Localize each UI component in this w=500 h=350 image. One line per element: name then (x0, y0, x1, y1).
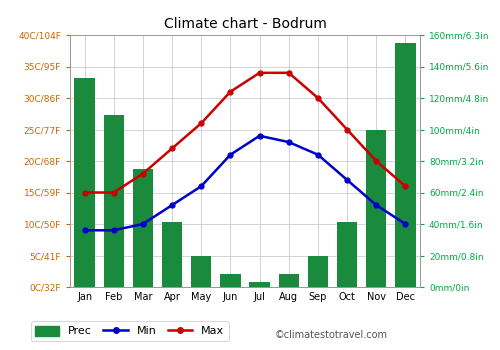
Bar (250, 282, 270, 287)
Bar (132, 169, 153, 287)
Bar (395, 43, 415, 287)
Legend: Prec, Min, Max: Prec, Min, Max (30, 321, 228, 341)
Bar (278, 274, 299, 287)
Bar (337, 223, 357, 287)
Bar (74, 78, 95, 287)
Title: Climate chart - Bodrum: Climate chart - Bodrum (164, 17, 326, 31)
Bar (162, 223, 182, 287)
Bar (308, 256, 328, 287)
Bar (220, 274, 240, 287)
Text: ©climatestotravel.com: ©climatestotravel.com (275, 329, 388, 340)
Bar (366, 130, 386, 287)
Bar (191, 256, 212, 287)
Bar (104, 116, 124, 287)
